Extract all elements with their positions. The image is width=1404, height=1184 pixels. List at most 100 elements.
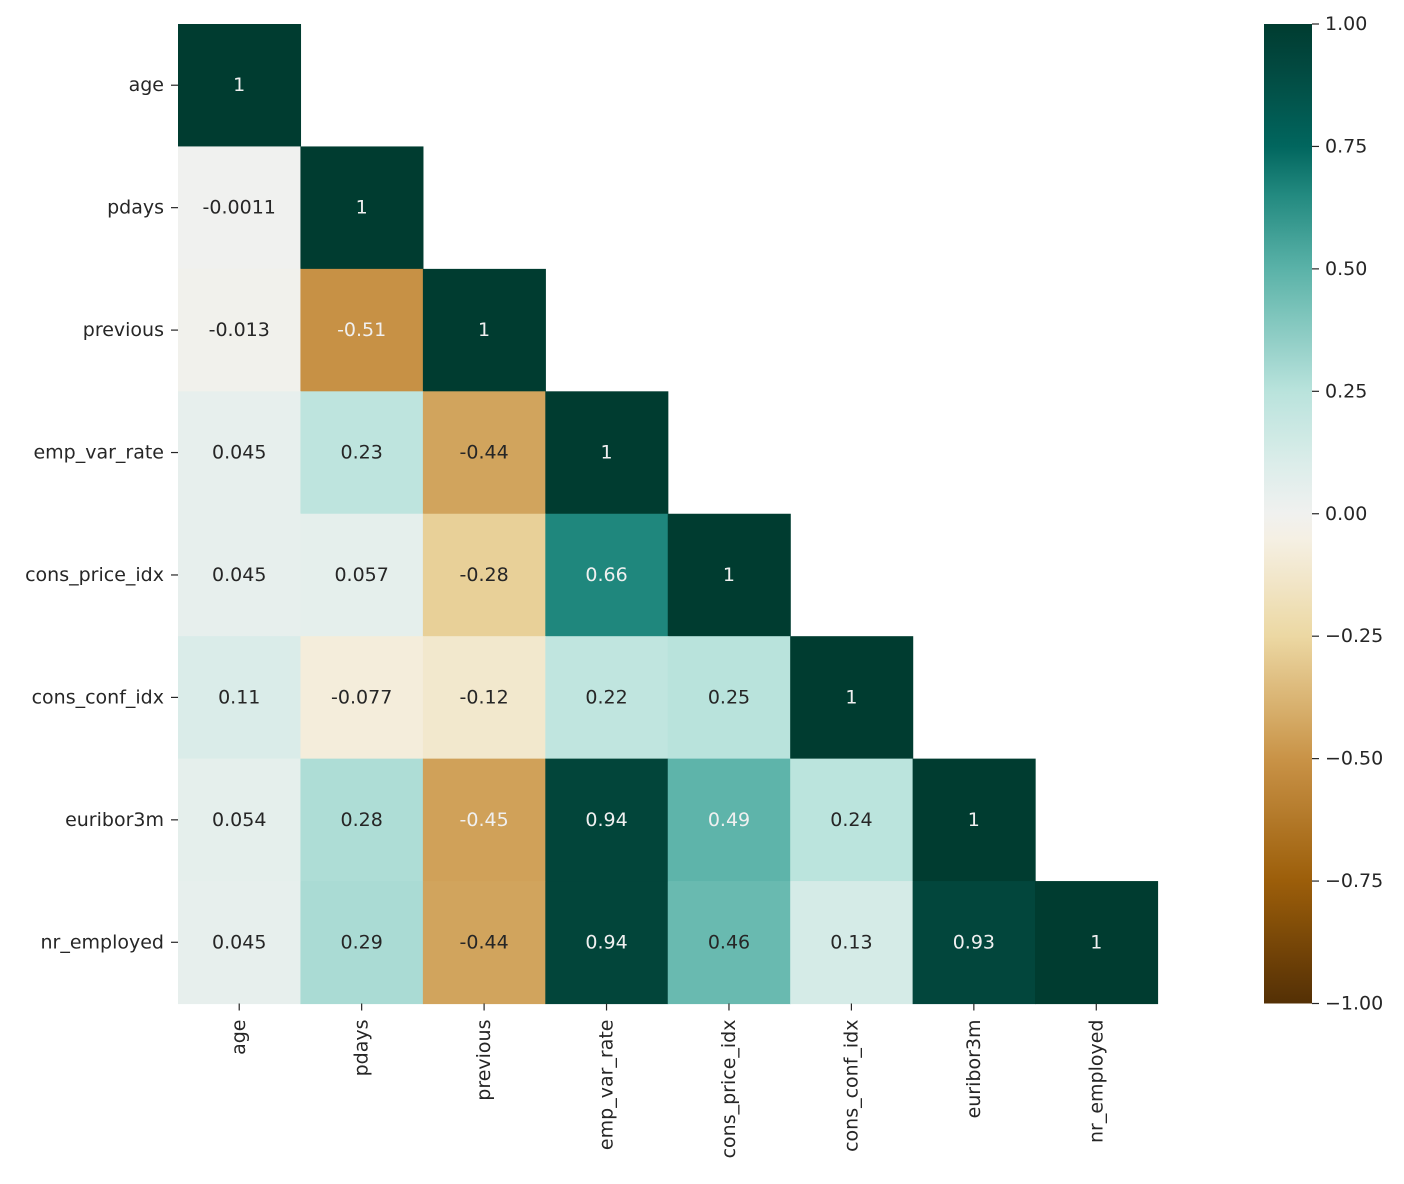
cell-value-label: 1 xyxy=(968,809,980,831)
heatmap-cell-previous-age xyxy=(178,268,302,392)
cell-value-label: 1 xyxy=(600,442,612,464)
cell-value-label: -0.44 xyxy=(460,931,509,953)
heatmap-cell-nr-employed-emp-var-rate xyxy=(545,881,669,1005)
heatmap-cell-previous-pdays xyxy=(300,268,424,392)
heatmap-cell-cons-conf-idx-previous xyxy=(422,636,546,760)
y-tick-label-nr-employed: nr_employed xyxy=(40,931,164,953)
cell-value-label: 0.29 xyxy=(341,931,383,953)
x-tick-label-nr-employed: nr_employed xyxy=(1085,1020,1107,1144)
heatmap-cell-euribor3m-age xyxy=(178,758,302,882)
y-tick-label-pdays: pdays xyxy=(107,197,164,219)
cell-value-label: 0.93 xyxy=(953,931,995,953)
cell-value-label: 1 xyxy=(723,564,735,586)
colorbar-tick-label: 0.25 xyxy=(1325,380,1367,402)
heatmap-cell-cons-conf-idx-cons-price-idx xyxy=(667,636,791,760)
cell-value-label: -0.44 xyxy=(460,442,509,464)
x-tick-label-previous: previous xyxy=(473,1020,495,1101)
heatmap-cell-cons-price-idx-emp-var-rate xyxy=(545,513,669,637)
cell-value-label: 0.24 xyxy=(830,809,872,831)
cell-value-label: 0.054 xyxy=(212,809,266,831)
x-tick-label-emp-var-rate: emp_var_rate xyxy=(596,1020,618,1151)
cell-value-label: 0.66 xyxy=(585,564,627,586)
heatmap-cell-euribor3m-cons-price-idx xyxy=(667,758,791,882)
heatmap-cell-emp-var-rate-age xyxy=(178,391,302,515)
x-tick-label-cons-conf-idx: cons_conf_idx xyxy=(840,1020,862,1152)
cell-value-label: -0.28 xyxy=(460,564,509,586)
y-tick-label-previous: previous xyxy=(83,319,164,341)
colorbar-tick-label: −0.25 xyxy=(1325,625,1383,647)
cell-value-label: 0.94 xyxy=(585,809,627,831)
cell-value-label: -0.077 xyxy=(331,686,392,708)
heatmap-cell-emp-var-rate-previous xyxy=(422,391,546,515)
cell-value-label: 0.25 xyxy=(708,686,750,708)
heatmap-cell-nr-employed-pdays xyxy=(300,881,424,1005)
heatmap-cell-cons-conf-idx-pdays xyxy=(300,636,424,760)
colorbar-tick-label: 0.75 xyxy=(1325,135,1367,157)
y-tick-label-emp-var-rate: emp_var_rate xyxy=(33,442,164,464)
heatmap-cell-nr-employed-euribor3m xyxy=(912,881,1036,1005)
cell-value-label: 0.13 xyxy=(830,931,872,953)
heatmap-cell-euribor3m-emp-var-rate xyxy=(545,758,669,882)
heatmap-cell-cons-price-idx-cons-price-idx xyxy=(667,513,791,637)
cell-value-label: 0.057 xyxy=(334,564,388,586)
heatmap-cell-cons-price-idx-previous xyxy=(422,513,546,637)
heatmap-annotations: 1 -0.0011 1 -0.013 -0.51 1 0.045 0.23 -0.44 1 0.04… xyxy=(203,74,1103,953)
y-axis: age pdays previous emp_var_rate cons_price_i… xyxy=(25,74,178,953)
cell-value-label: -0.12 xyxy=(460,686,509,708)
cell-value-label: -0.45 xyxy=(460,809,509,831)
x-axis: age pdays previous emp_var_rate cons_price_i… xyxy=(228,1003,1107,1159)
heatmap-cell-nr-employed-cons-conf-idx xyxy=(790,881,914,1005)
heatmap-cell-emp-var-rate-emp-var-rate xyxy=(545,391,669,515)
cell-value-label: 0.28 xyxy=(341,809,383,831)
heatmap-cell-nr-employed-age xyxy=(178,881,302,1005)
colorbar-tick-label: 0.00 xyxy=(1325,503,1367,525)
colorbar-bar xyxy=(1264,24,1312,1004)
cell-value-label: -0.0011 xyxy=(203,197,276,219)
heatmap-cell-cons-conf-idx-cons-conf-idx xyxy=(790,636,914,760)
cell-value-label: 1 xyxy=(845,686,857,708)
heatmap-cell-cons-price-idx-age xyxy=(178,513,302,637)
colorbar-tick-label: 0.50 xyxy=(1325,258,1367,280)
heatmap-cell-cons-price-idx-pdays xyxy=(300,513,424,637)
colorbar-tick-label: −1.00 xyxy=(1325,993,1383,1015)
y-tick-label-age: age xyxy=(129,74,164,96)
heatmap-cell-euribor3m-cons-conf-idx xyxy=(790,758,914,882)
heatmap-cell-nr-employed-cons-price-idx xyxy=(667,881,791,1005)
heatmap-cell-cons-conf-idx-age xyxy=(178,636,302,760)
heatmap-cell-euribor3m-pdays xyxy=(300,758,424,882)
colorbar: 1.00 0.75 0.50 0.25 0.00 −0.25 −0.50 −0.75 −1.00 xyxy=(1264,13,1383,1015)
cell-value-label: 0.23 xyxy=(341,442,383,464)
colorbar-ticks: 1.00 0.75 0.50 0.25 0.00 −0.25 −0.50 −0.75 −1.00 xyxy=(1312,13,1383,1015)
y-tick-label-cons-price-idx: cons_price_idx xyxy=(25,564,164,586)
cell-value-label: 0.045 xyxy=(212,442,266,464)
cell-value-label: 1 xyxy=(478,319,490,341)
y-tick-label-cons-conf-idx: cons_conf_idx xyxy=(32,686,164,708)
x-tick-label-age: age xyxy=(228,1020,250,1055)
cell-value-label: -0.51 xyxy=(337,319,386,341)
heatmap-cell-emp-var-rate-pdays xyxy=(300,391,424,515)
cell-value-label: 0.045 xyxy=(212,564,266,586)
heatmap-cell-age-age xyxy=(178,24,302,148)
heatmap-cell-pdays-age xyxy=(178,146,302,270)
cell-value-label: 1 xyxy=(233,74,245,96)
cell-value-label: 1 xyxy=(356,197,368,219)
heatmap-cell-euribor3m-previous xyxy=(422,758,546,882)
cell-value-label: -0.013 xyxy=(209,319,270,341)
cell-value-label: 0.49 xyxy=(708,809,750,831)
cell-value-label: 1 xyxy=(1090,931,1102,953)
x-tick-label-cons-price-idx: cons_price_idx xyxy=(718,1020,740,1159)
cell-value-label: 0.045 xyxy=(212,931,266,953)
heatmap-cell-euribor3m-euribor3m xyxy=(912,758,1036,882)
colorbar-tick-label: −0.50 xyxy=(1325,748,1383,770)
heatmap-cell-nr-employed-nr-employed xyxy=(1035,881,1159,1005)
heatmap-cell-nr-employed-previous xyxy=(422,881,546,1005)
heatmap-cell-previous-previous xyxy=(422,268,546,392)
x-tick-label-euribor3m: euribor3m xyxy=(963,1020,985,1119)
colorbar-tick-label: −0.75 xyxy=(1325,870,1383,892)
heatmap-cells xyxy=(178,24,1159,1005)
colorbar-tick-label: 1.00 xyxy=(1325,13,1367,35)
cell-value-label: 0.22 xyxy=(585,686,627,708)
heatmap-cell-cons-conf-idx-emp-var-rate xyxy=(545,636,669,760)
y-tick-label-euribor3m: euribor3m xyxy=(65,809,164,831)
